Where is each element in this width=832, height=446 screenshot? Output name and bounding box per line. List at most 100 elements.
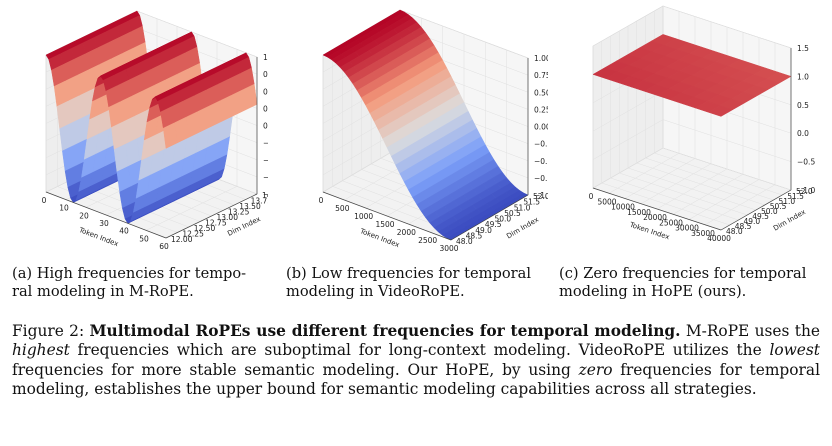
x-tick-label: 40	[119, 227, 129, 236]
y-tick-label: 12.75	[205, 219, 227, 228]
surface-plot-b: 0 500 1000150020002500300048.048.549.049.5…	[319, 9, 548, 253]
x-tick-label: 0	[589, 192, 594, 201]
z-tick-label: 0.00	[263, 122, 268, 131]
z-tick-label: 0.00	[534, 123, 548, 132]
z-tick-label: −1.0	[797, 186, 815, 195]
z-tick-label: −0.25	[263, 139, 268, 148]
caption-text-1: M-RoPE uses the	[680, 322, 820, 340]
y-tick-label: 49.5	[752, 212, 769, 221]
y-tick-label: 12.00	[171, 235, 193, 244]
panel-c-plot: 0 5000 10000 15000 20000 25000 30000 35000 40000…	[555, 0, 825, 255]
x-tick-label: 3000	[439, 244, 458, 253]
z-tick-label: −0.50	[263, 156, 268, 165]
x-axis-label: Token Index	[358, 227, 401, 249]
y-tick-label: 12.50	[194, 224, 216, 233]
figure-caption: Figure 2: Multimodal RoPEs use different…	[12, 322, 820, 399]
y-axis-line	[720, 189, 792, 231]
z-tick-label: 0.50	[263, 87, 268, 96]
y-tick-label: 13.75	[251, 197, 268, 206]
surface-plot-c: 0500010000150002000025000300003500040000…	[589, 5, 815, 243]
y-tick-label: 13.25	[228, 208, 250, 217]
y-tick-label: 52.0	[533, 192, 548, 201]
x-tick-label: 40000	[707, 234, 731, 243]
x-axis-line	[45, 191, 167, 239]
caption-text-2: frequencies which are suboptimal for lon…	[69, 341, 770, 360]
y-axis-line	[450, 194, 529, 241]
y-tick-label: 49.5	[485, 220, 502, 229]
panel-a-plot: 0 10 20 30 40 50 60 12.00 12.25 12.50 12.75 13.00 13…	[6, 0, 268, 255]
x-tick-label: 2000	[397, 228, 416, 237]
y-tick-label: 50.0	[761, 207, 778, 216]
surface-facet	[163, 122, 178, 149]
x-tick-label: 60	[159, 242, 169, 251]
y-tick-label: 51.0	[779, 197, 796, 206]
y-tick-label: 50.5	[770, 202, 787, 211]
y-tick-label: 51.5	[523, 198, 540, 207]
y-axis-line	[165, 193, 258, 239]
y-tick-label: 13.50	[239, 202, 261, 211]
z-tick-label: −1.00	[263, 190, 268, 199]
surface-a	[45, 10, 258, 224]
y-tick-label: 50.5	[504, 209, 521, 218]
z-tick-label: −1.00	[534, 191, 548, 200]
y-tick-label: 49.0	[475, 226, 492, 235]
surface-facet	[707, 105, 734, 117]
x-tick-label: 15000	[627, 208, 651, 217]
z-tick-label: 1.00	[263, 53, 268, 62]
x-axis-label: Token Index	[77, 226, 119, 249]
z-tick-label: 0.75	[534, 71, 548, 80]
subcaption-c: (c) Zero frequencies for temporal modeli…	[559, 265, 825, 301]
subcaption-a-line2: ral modeling in M-RoPE.	[12, 283, 194, 300]
z-tick-label: −0.50	[534, 157, 548, 166]
x-tick-label: 25000	[659, 218, 683, 227]
y-tick-label: 49.0	[744, 217, 761, 226]
z-tick-label: −0.5	[797, 158, 815, 167]
x-tick-label: 1500	[375, 220, 394, 229]
caption-italic-2: lowest	[769, 341, 820, 360]
subcaption-a-line1: (a) High frequencies for tempo-	[12, 265, 247, 282]
panel-b-plot: 0 500 1000 1500 2000 2500 3000 48.0 48.5 49.0 49.5…	[278, 0, 548, 255]
x-axis-line	[322, 191, 452, 241]
x-tick-label: 20	[79, 211, 89, 220]
surface-c	[592, 34, 792, 117]
z-tick-label: 1.5	[797, 44, 809, 53]
z-tick-label: −0.25	[534, 140, 548, 149]
subcaption-b-line2: modeling in VideoRoPE.	[286, 283, 465, 300]
x-tick-label: 10	[59, 204, 69, 213]
y-tick-label: 48.5	[735, 222, 752, 231]
x-tick-label: 30000	[675, 224, 699, 233]
x-tick-label: 50	[139, 234, 149, 243]
y-tick-label: 50.0	[495, 215, 512, 224]
y-tick-label: 48.0	[726, 227, 743, 236]
caption-text-3: frequencies for more stable semantic mod…	[12, 360, 579, 379]
y-tick-label: 12.25	[182, 230, 204, 239]
subcaption-b: (b) Low frequencies for temporal modelin…	[286, 265, 552, 301]
z-tick-label: 0.50	[534, 88, 548, 97]
z-tick-label: 0.75	[263, 70, 268, 79]
x-tick-label: 2500	[418, 236, 437, 245]
subcaption-a: (a) High frequencies for tempo- ral mode…	[12, 265, 280, 301]
caption-italic-3: zero	[578, 360, 613, 379]
y-tick-label: 51.0	[514, 203, 531, 212]
subcaption-c-line2: modeling in HoPE (ours).	[559, 283, 747, 300]
x-tick-label: 30	[99, 219, 109, 228]
grid-line	[592, 119, 792, 162]
y-tick-label: 52.0	[796, 187, 813, 196]
y-tick-label: 48.0	[456, 237, 473, 246]
y-tick-label: 14.00	[262, 191, 268, 200]
x-tick-label: 500	[335, 204, 350, 213]
x-tick-label: 5000	[597, 197, 616, 206]
subcaption-b-line1: (b) Low frequencies for temporal	[286, 265, 531, 282]
y-tick-label: 13.00	[217, 213, 239, 222]
z-tick-label: 0.0	[797, 129, 809, 138]
grid-line	[592, 5, 792, 49]
caption-label: Figure 2:	[12, 322, 90, 340]
z-tick-label: 0.25	[534, 105, 548, 114]
z-tick-label: 1.0	[797, 72, 809, 81]
z-tick-label: 1.00	[534, 54, 548, 63]
x-tick-label: 0	[42, 196, 47, 205]
x-tick-label: 0	[319, 196, 324, 205]
surface-plot-a: 010203040506012.0012.2512.5012.7513.0013…	[42, 10, 268, 251]
surface-b	[322, 9, 529, 241]
z-tick-label: −0.75	[534, 174, 548, 183]
